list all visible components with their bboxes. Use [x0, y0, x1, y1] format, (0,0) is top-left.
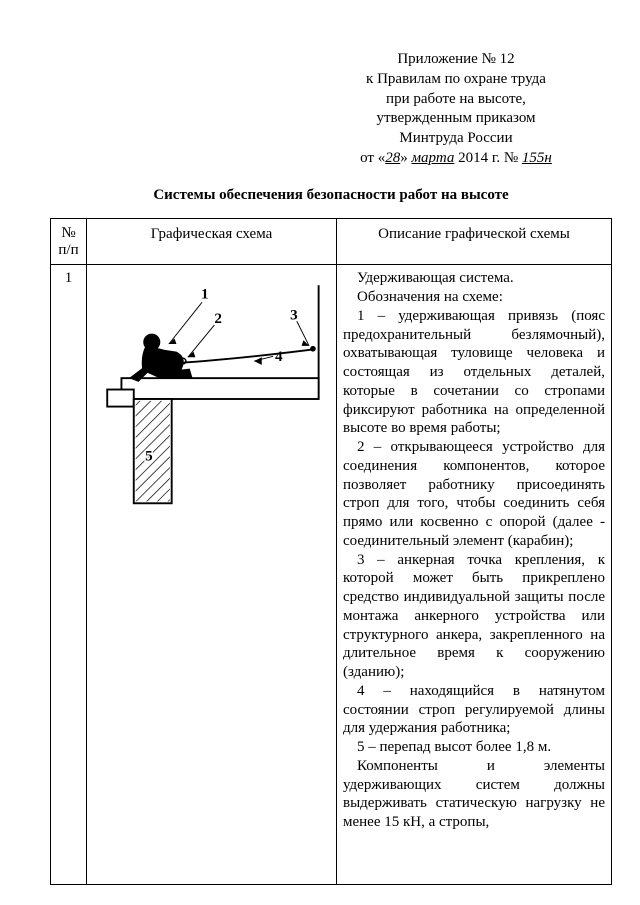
- date-prefix: от «: [360, 150, 385, 166]
- desc-para: 1 – удерживающая привязь (пояс предохран…: [343, 307, 605, 438]
- col-header-desc: Описание графической схемы: [337, 219, 612, 265]
- header-line: Приложение № 12: [310, 50, 602, 69]
- header-line: Минтруда России: [310, 129, 602, 148]
- restraint-system-diagram: 1 2 3 4 5 5: [93, 269, 330, 529]
- table-header-row: № п/п Графическая схема Описание графиче…: [51, 219, 612, 265]
- diagram-label-1: 1: [201, 286, 209, 303]
- row-number: 1: [51, 265, 87, 885]
- desc-para: 2 – открывающееся устройство для соедине…: [343, 438, 605, 551]
- header-line: к Правилам по охране труда: [310, 70, 602, 89]
- document-title: Системы обеспечения безопасности работ н…: [50, 186, 612, 205]
- description-cell: Удерживающая система. Обозначения на схе…: [337, 265, 612, 885]
- diagram-label-2: 2: [214, 310, 222, 327]
- diagram-label-4: 4: [275, 348, 283, 365]
- col-header-num: № п/п: [51, 219, 87, 265]
- col-header-schema: Графическая схема: [87, 219, 337, 265]
- safety-systems-table: № п/п Графическая схема Описание графиче…: [50, 218, 612, 885]
- svg-text:5: 5: [145, 448, 153, 465]
- header-line: при работе на высоте,: [310, 90, 602, 109]
- document-header: Приложение № 12 к Правилам по охране тру…: [310, 50, 602, 168]
- desc-para: Удерживающая система.: [343, 269, 605, 288]
- desc-para: 3 – анкерная точка крепления, к которой …: [343, 551, 605, 682]
- date-suffix: 2014 г. №: [454, 150, 522, 166]
- desc-para: Обозначения на схеме:: [343, 288, 605, 307]
- date-num: 155н: [522, 150, 552, 166]
- diagram-label-3: 3: [290, 307, 298, 324]
- date-mid: »: [400, 150, 411, 166]
- date-month: марта: [411, 150, 454, 166]
- table-row: 1: [51, 265, 612, 885]
- desc-para: 4 – находящийся в натянутом состоянии ст…: [343, 682, 605, 738]
- desc-para: Компоненты и элементы удерживающих систе…: [343, 757, 605, 832]
- date-day: 28: [385, 150, 400, 166]
- diagram-cell: 1 2 3 4 5 5: [87, 265, 337, 885]
- desc-para: 5 – перепад высот более 1,8 м.: [343, 738, 605, 757]
- header-line: утвержденным приказом: [310, 109, 602, 128]
- header-date-line: от «28» марта 2014 г. № 155н: [310, 149, 602, 168]
